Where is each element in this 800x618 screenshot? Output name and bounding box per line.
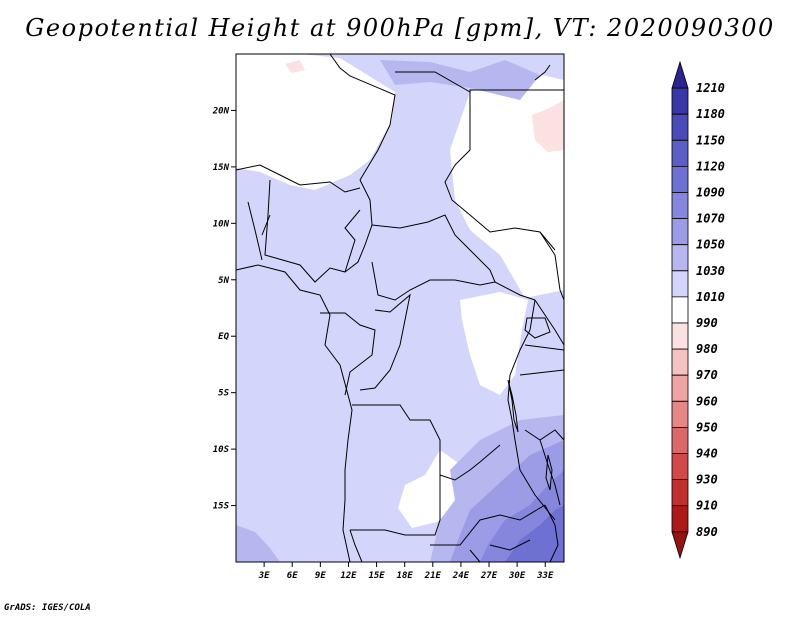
lat-tick-label: 10S (213, 445, 230, 455)
patch-east-center (460, 292, 528, 395)
colorbar-segment (671, 453, 689, 480)
colorbar-segment (671, 113, 689, 141)
colorbar-segment (671, 218, 689, 246)
border-benin-togo (247, 201, 271, 261)
colorbar-label: 1150 (696, 133, 725, 147)
colorbar-segment (671, 427, 689, 454)
lat-tick-label: 15N (213, 163, 230, 173)
colorbar-label: 890 (696, 525, 718, 539)
lake-malawi (545, 454, 553, 491)
colorbar-label: 970 (696, 368, 718, 382)
colorbar-segment (671, 296, 689, 324)
border-libya-egypt (395, 71, 564, 108)
patch-north-sahara (236, 54, 395, 190)
lat-tick-label: 20N (212, 106, 230, 116)
colorbar-label: 1090 (696, 186, 725, 200)
border-congo-drc (359, 293, 411, 391)
colorbar-segment (671, 244, 689, 272)
colorbar-label: 1010 (696, 290, 725, 304)
map-frame (235, 53, 565, 563)
lon-tick-label: 6E (287, 571, 298, 581)
coastlines-borders (235, 53, 565, 563)
border-drc-angola (352, 404, 501, 481)
lat-tick-label: 5S (218, 389, 229, 399)
colorbar-label: 1050 (696, 238, 725, 252)
lon-tick-label: 30E (508, 571, 526, 581)
border-cameroon-gabon (320, 312, 376, 396)
border-east-africa (519, 231, 565, 376)
colorbar-segment (671, 87, 689, 115)
border-namibia (349, 504, 546, 563)
lon-tick-label: 33E (536, 571, 554, 581)
border-sudan (444, 90, 556, 251)
border-east-drc (507, 299, 556, 521)
lon-tick-label: 21E (424, 571, 442, 581)
lon-tick-label: 12E (340, 571, 357, 581)
border-west-africa (235, 164, 361, 193)
lon-tick-label: 24E (452, 571, 470, 581)
band-1030-southwest (236, 525, 280, 562)
lon-tick-label: 15E (368, 571, 385, 581)
lat-tick-label: 10N (213, 219, 230, 229)
colorbar-segment (671, 60, 689, 89)
colorbar-segment (671, 166, 689, 193)
lat-tick-label: EQ (218, 332, 229, 342)
lon-tick-label: 3E (258, 571, 270, 581)
border-algeria-libya (329, 53, 396, 181)
colorbar-label: 960 (696, 394, 718, 408)
chart-title: Geopotential Height at 900hPa [gpm], VT:… (25, 14, 775, 42)
colorbar-segment (671, 192, 689, 219)
colorbar-segment (671, 505, 689, 533)
colorbar-segment (671, 531, 689, 560)
grads-credit: GrADS: IGES/COLA (4, 603, 91, 613)
lon-tick-label: 9E (315, 571, 326, 581)
coast-gulf-guinea (235, 264, 353, 563)
colorbar-label: 1120 (696, 159, 725, 173)
colorbar-label: 1030 (696, 264, 725, 278)
border-nigeria (264, 179, 361, 283)
lon-tick-label: 18E (397, 571, 414, 581)
red-sea-coast (534, 64, 551, 81)
colorbar-label: 950 (696, 420, 718, 434)
border-chad-car (371, 214, 496, 283)
band-1090 (505, 505, 564, 562)
colorbar-label: 1180 (696, 107, 725, 121)
lon-tick-label: 27E (480, 571, 498, 581)
colorbar-segment (671, 374, 689, 402)
border-angola-zambia (350, 475, 441, 536)
colorbar: 1210 1180 1150 1120 1090 1070 1050 1030 1010 990 9… (671, 60, 725, 560)
patch-990-east (532, 100, 564, 152)
colorbar-label: 910 (696, 499, 718, 513)
colorbar-segment (671, 270, 689, 298)
colorbar-segment (671, 139, 689, 167)
lake-victoria (524, 317, 551, 339)
colorbar-segment (671, 348, 689, 376)
border-car-drc (371, 261, 536, 301)
colorbar-segment (671, 479, 689, 507)
border-niger-chad (344, 179, 373, 273)
colorbar-label: 1210 (696, 81, 725, 95)
colorbar-label: 1070 (696, 212, 725, 226)
colorbar-segment (671, 322, 689, 350)
lat-tick-label: 15S (213, 502, 230, 512)
colorbar-label: 990 (696, 316, 718, 330)
patch-990-top (285, 60, 305, 73)
colorbar-segment (671, 400, 689, 428)
lat-tick-label: 5N (218, 276, 229, 286)
coast-south-east (469, 504, 559, 563)
lon-axis: 3E 6E 9E 12E 15E 18E 21E 24E 27E 30E 33E (258, 562, 554, 581)
colorbar-label: 930 (696, 473, 718, 487)
lat-axis: 20N 15N 10N 5N EQ 5S 10S 15S (212, 106, 236, 512)
lake-tanganyika (507, 379, 519, 433)
colorbar-label: 980 (696, 342, 718, 356)
colorbar-label: 940 (696, 447, 718, 461)
